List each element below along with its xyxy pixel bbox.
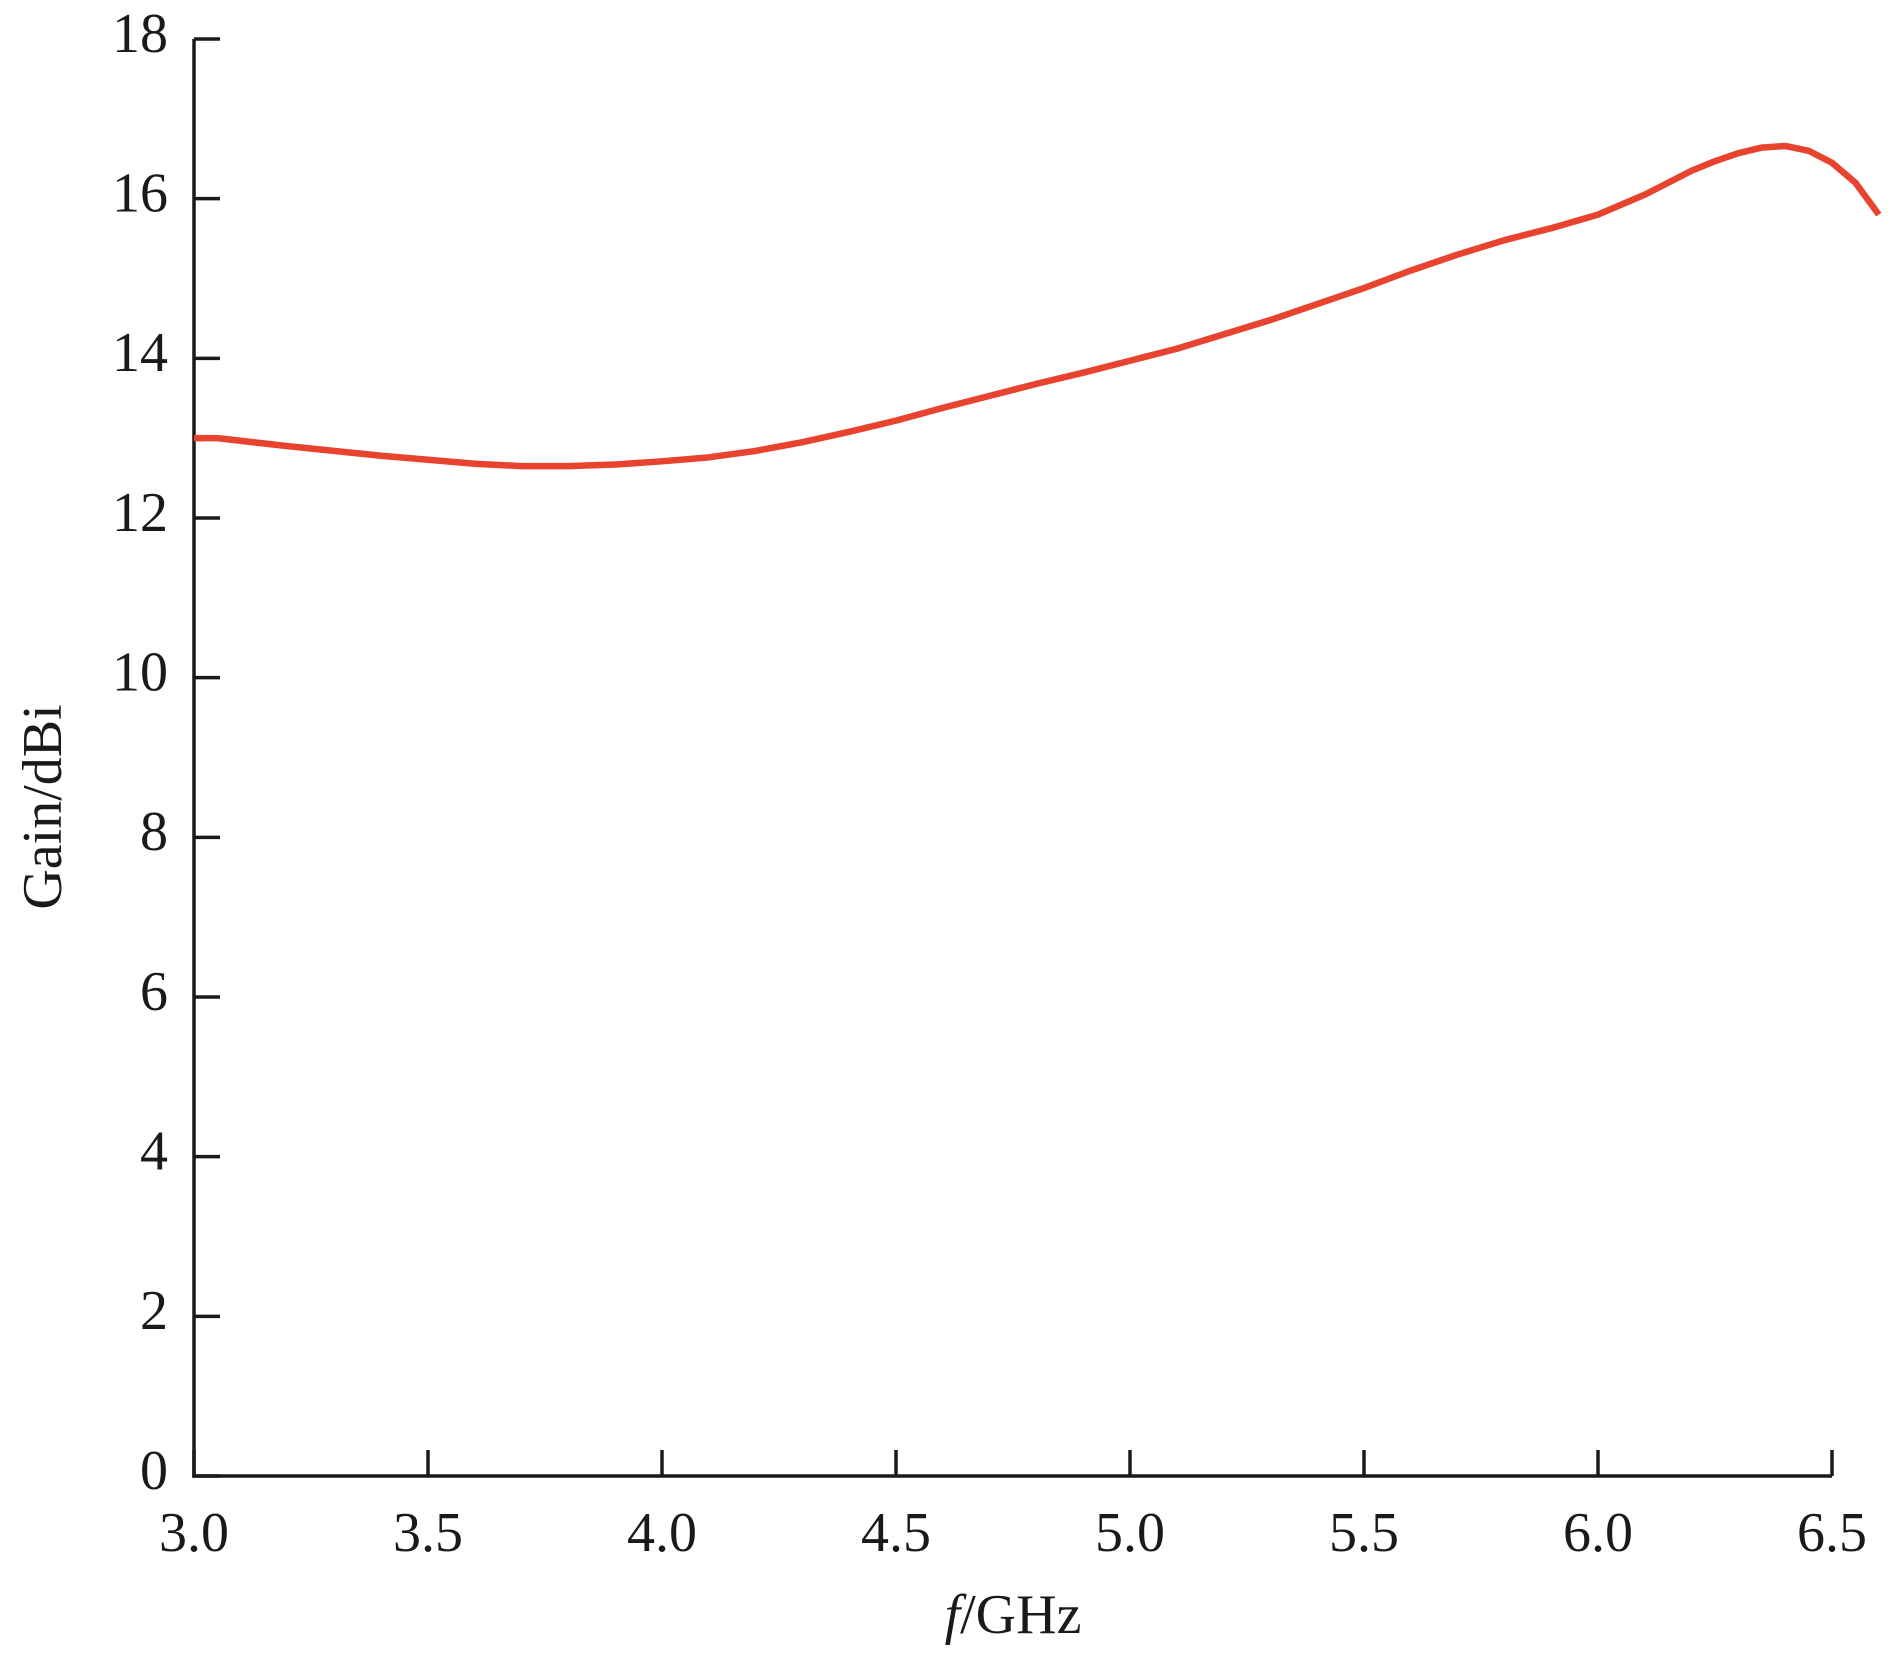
y-tick-label: 8 — [140, 801, 168, 863]
y-tick-label: 4 — [140, 1121, 168, 1183]
y-tick-label: 16 — [112, 163, 168, 225]
x-tick-label: 3.0 — [159, 1502, 229, 1564]
y-tick-label: 2 — [140, 1280, 168, 1342]
x-tick-label: 5.5 — [1329, 1502, 1399, 1564]
x-tick-label: 4.5 — [861, 1502, 931, 1564]
y-tick-label: 10 — [112, 642, 168, 704]
x-axis-unit: /GHz — [960, 1584, 1081, 1646]
x-tick-label: 5.0 — [1095, 1502, 1165, 1564]
y-tick-label: 18 — [112, 3, 168, 65]
y-tick-label: 14 — [112, 322, 168, 384]
x-tick-label: 3.5 — [393, 1502, 463, 1564]
x-tick-label: 4.0 — [627, 1502, 697, 1564]
x-axis-label: f/GHz — [945, 1584, 1082, 1646]
y-tick-label: 6 — [140, 961, 168, 1023]
x-tick-label: 6.5 — [1797, 1502, 1867, 1564]
x-tick-label: 6.0 — [1563, 1502, 1633, 1564]
y-axis-label: Gain/dBi — [12, 704, 74, 909]
y-tick-label: 12 — [112, 482, 168, 544]
y-tick-label: 0 — [140, 1440, 168, 1502]
data-line — [194, 142, 1882, 470]
